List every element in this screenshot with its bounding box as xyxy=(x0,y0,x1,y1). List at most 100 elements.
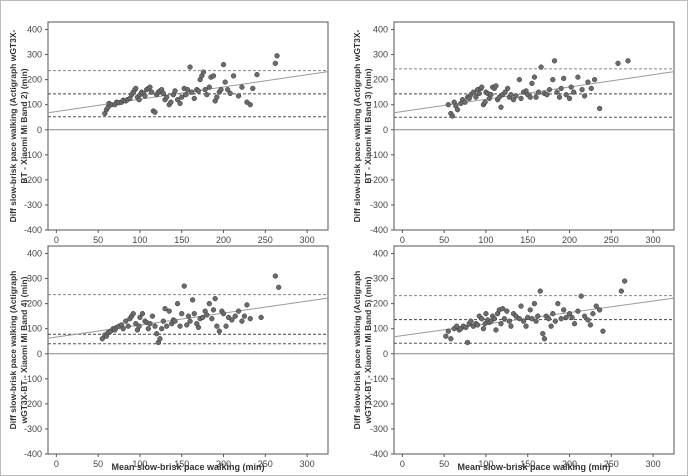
panel-4-data-point xyxy=(500,306,506,312)
panel-3-data-point xyxy=(184,322,190,328)
panel-1-data-point xyxy=(222,79,228,85)
panel-4-data-point xyxy=(561,307,567,313)
panel-2-data-point xyxy=(488,92,494,98)
panel-3-data-point xyxy=(216,328,222,334)
panel-2-data-point xyxy=(554,89,560,95)
panel-1-y-tick-label: 400 xyxy=(27,25,42,35)
panel-1-y-tick-label: -100 xyxy=(24,150,42,160)
panel-3-ylabel-line-1: Diff slow-brisk pace walking (Actigraph xyxy=(8,271,18,430)
panel-2-data-point xyxy=(551,58,558,64)
panel-3-xlabel: Mean slow-brisk pace walking (min) xyxy=(111,462,264,472)
panel-1-data-point xyxy=(195,88,202,94)
panel-4-data-point xyxy=(555,300,561,307)
panel-3-data-point xyxy=(189,297,196,303)
panel-3-data-point xyxy=(130,311,136,317)
panel-2-data-point xyxy=(531,74,538,80)
panel-2-y-tick-label: -100 xyxy=(370,150,388,160)
panel-4-data-point xyxy=(581,313,588,319)
panel-3-data-point xyxy=(139,311,146,317)
panel-3-y-tick-label: -200 xyxy=(24,399,42,409)
panel-4-y-tick-label: 400 xyxy=(373,249,388,259)
panel-4-data-point xyxy=(587,322,594,328)
panel-4-x-tick-label: 200 xyxy=(562,459,577,469)
panel-2-data-point xyxy=(498,104,504,110)
panel-3-data-point xyxy=(232,313,238,319)
panel-2-data-point xyxy=(479,84,485,90)
panel-3-data-point xyxy=(179,311,185,317)
panel-2-data-point xyxy=(625,58,631,64)
panel-1-data-point xyxy=(179,94,185,100)
panel-1-data-point xyxy=(148,89,155,95)
panel-4-data-point xyxy=(622,278,628,284)
panel-1-data-point xyxy=(133,85,139,92)
panel-3-data-point xyxy=(137,314,143,321)
panel-3-data-point xyxy=(145,326,151,332)
panel-2-data-point xyxy=(529,80,535,87)
panel-1-data-point xyxy=(187,64,193,70)
panel-3-data-point xyxy=(204,312,210,318)
panel-3-data-point xyxy=(209,316,215,322)
panel-4-data-point xyxy=(504,308,510,314)
panel-1-data-point xyxy=(250,85,256,92)
panel-2-data-point xyxy=(473,94,479,100)
panel-4-ylabel-line-1: Diff slow-brisk pace walking (Actigraph xyxy=(352,271,362,430)
panel-2-data-point xyxy=(527,94,533,100)
panel-4-x-tick-label: 250 xyxy=(604,459,619,469)
panel-2: -400 -300 -200 -100 0 100 200 300 400 0 50 100 150 20… xyxy=(352,21,675,245)
panel-1-data-point xyxy=(136,97,142,103)
panel-1-data-point xyxy=(174,97,181,103)
panel-4-data-point xyxy=(474,322,481,328)
panel-3-data-point xyxy=(276,284,282,290)
panel-4-data-point xyxy=(548,323,554,329)
panel-4-y-tick-label: 300 xyxy=(373,274,388,284)
panel-3-data-point xyxy=(181,283,187,289)
panel-4-data-point xyxy=(520,318,527,324)
panel-4-y-tick-label: -200 xyxy=(370,399,388,409)
panel-4-data-point xyxy=(483,311,489,317)
panel-1-data-point xyxy=(168,99,174,105)
panel-4-plot-frame xyxy=(393,245,675,455)
panel-1-data-point xyxy=(239,84,245,90)
panel-4-data-point xyxy=(463,324,469,331)
panel-4-data-point xyxy=(590,311,596,317)
panel-1-data-point xyxy=(235,93,242,99)
panel-4-data-point xyxy=(596,307,603,313)
panel-3-data-point xyxy=(235,308,242,314)
panel-3-x-tick-label: 100 xyxy=(132,459,147,469)
panel-4-data-point xyxy=(523,323,529,329)
panel-1-y-tick-label: 0 xyxy=(37,125,42,135)
panel-2-y-tick-label: -200 xyxy=(370,175,388,185)
panel-4-data-point xyxy=(566,311,573,317)
panel-3-data-point xyxy=(212,295,218,302)
panel-2-y-tick-label: -400 xyxy=(370,225,388,235)
panel-2-x-tick-label: 200 xyxy=(562,235,577,245)
panel-4-y-tick-label: -300 xyxy=(370,424,388,434)
panel-4-data-point xyxy=(558,316,564,322)
panel-4-y-tick-label: 100 xyxy=(373,324,388,334)
panel-2-data-point xyxy=(513,93,519,99)
panel-4-y-tick-label: 200 xyxy=(373,299,388,309)
panel-2-data-point xyxy=(533,94,539,100)
panel-4-data-point xyxy=(575,308,581,314)
panel-4-y-tick-label: -400 xyxy=(370,449,388,459)
panel-3-y-tick-label: 100 xyxy=(27,324,42,334)
panel-4-x-tick-label: 100 xyxy=(478,459,493,469)
panel-2-data-point xyxy=(535,89,542,95)
panel-1-data-point xyxy=(274,53,280,59)
panel-3-data-point xyxy=(99,336,105,342)
panel-1-ylabel-line-1: Diff slow-brisk pace walking (Actigraph … xyxy=(8,29,18,222)
panel-2-regression-line xyxy=(393,71,675,114)
panel-1-data-point xyxy=(152,109,158,115)
panel-2-y-tick-label: 100 xyxy=(373,100,388,110)
panel-2-plot-frame xyxy=(393,21,675,231)
panel-4-y-tick-label: 0 xyxy=(383,349,388,359)
panel-2-x-tick-label: 150 xyxy=(520,235,535,245)
panel-1-data-point xyxy=(147,84,153,90)
panel-3-data-point xyxy=(157,336,163,342)
panel-3-data-point xyxy=(147,321,153,327)
panel-2-data-point xyxy=(518,95,524,102)
panel-3-data-point xyxy=(195,324,202,331)
panel-4-x-tick-label: 0 xyxy=(400,459,405,469)
panel-3-data-point xyxy=(154,331,160,337)
panel-1-data-point xyxy=(189,89,195,95)
